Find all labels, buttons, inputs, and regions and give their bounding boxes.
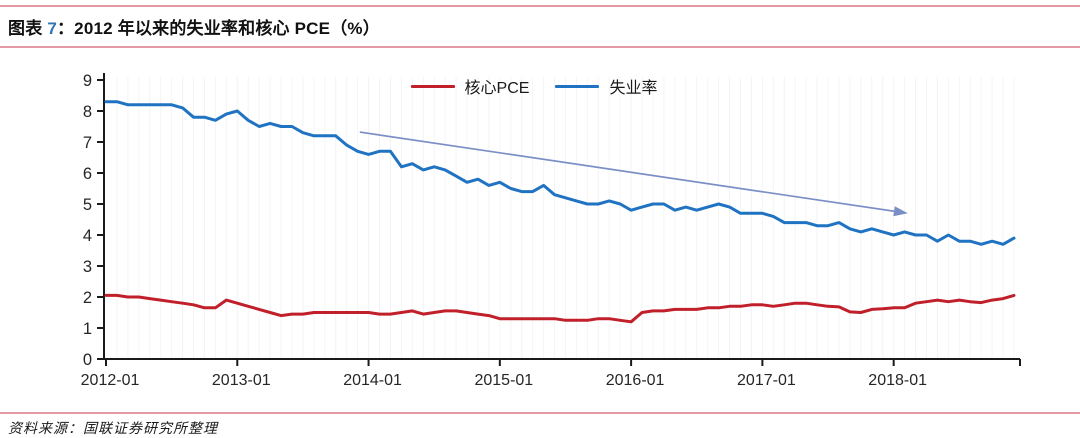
top-rule bbox=[0, 5, 1080, 7]
x-tick-label: 2013-01 bbox=[212, 372, 271, 389]
y-tick-label: 2 bbox=[83, 289, 92, 307]
x-tick-label: 2016-01 bbox=[606, 372, 665, 389]
unemployment-line bbox=[104, 100, 1016, 246]
y-tick-label: 6 bbox=[83, 165, 92, 183]
x-tick-label: 2018-01 bbox=[868, 372, 927, 389]
x-tick-label: 2014-01 bbox=[343, 372, 402, 389]
source-note: 资料来源：国联证券研究所整理 bbox=[8, 422, 218, 437]
header-rule bbox=[0, 46, 1080, 48]
y-tick-label: 5 bbox=[83, 196, 92, 214]
x-tick-label: 2015-01 bbox=[474, 372, 533, 389]
x-tick-label: 2012-01 bbox=[81, 372, 140, 389]
y-tick-label: 7 bbox=[83, 134, 92, 152]
figure-title-text: ：2012 年以来的失业率和核心 PCE（%） bbox=[56, 19, 380, 38]
line-chart: 0 1 2 3 4 5 6 7 8 9 2012-01 2013-01 2014-01 2015-01 20… bbox=[0, 55, 1080, 411]
y-tick-label: 8 bbox=[83, 103, 92, 121]
y-tick-label: 9 bbox=[83, 72, 92, 90]
pce-line bbox=[104, 293, 1016, 324]
y-tick-label: 4 bbox=[83, 227, 92, 245]
bottom-rule bbox=[0, 412, 1080, 414]
figure-title-prefix: 图表 bbox=[8, 19, 48, 38]
trend-arrow-head bbox=[893, 206, 908, 217]
figure-number: 7 bbox=[47, 19, 57, 38]
chart-canvas: 0 1 2 3 4 5 6 7 8 9 2012-01 2013-01 2014-01 2015-01 20… bbox=[81, 72, 1021, 389]
y-tick-label: 3 bbox=[83, 258, 92, 276]
trend-arrow bbox=[359, 131, 895, 213]
x-tick-label: 2017-01 bbox=[737, 372, 796, 389]
figure-title: 图表 7：2012 年以来的失业率和核心 PCE（%） bbox=[8, 14, 380, 39]
y-tick-label: 1 bbox=[83, 320, 92, 338]
y-tick-label: 0 bbox=[83, 351, 92, 369]
